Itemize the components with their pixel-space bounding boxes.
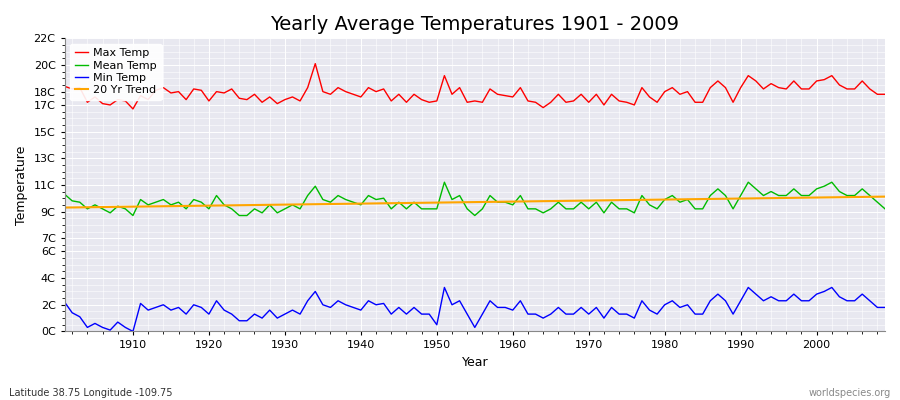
Min Temp	[128, 329, 139, 334]
Mean Temp	[340, 197, 351, 202]
Min Temp	[515, 298, 526, 303]
Max Temp	[879, 92, 890, 97]
Min Temp	[294, 312, 305, 316]
Mean Temp	[439, 180, 450, 185]
20 Yr Trend	[333, 202, 344, 206]
Max Temp	[347, 92, 358, 97]
Mean Temp	[614, 206, 625, 211]
Min Temp	[439, 285, 450, 290]
Min Temp	[523, 312, 534, 316]
20 Yr Trend	[500, 199, 510, 204]
Mean Temp	[120, 206, 130, 211]
20 Yr Trend	[598, 198, 609, 203]
Mean Temp	[128, 213, 139, 218]
Min Temp	[879, 305, 890, 310]
20 Yr Trend	[879, 194, 890, 199]
Mean Temp	[294, 206, 305, 211]
Max Temp	[120, 98, 130, 103]
Max Temp	[614, 98, 625, 103]
Title: Yearly Average Temperatures 1901 - 2009: Yearly Average Temperatures 1901 - 2009	[270, 15, 680, 34]
Mean Temp	[515, 193, 526, 198]
Mean Temp	[879, 206, 890, 211]
Max Temp	[523, 98, 534, 103]
Max Temp	[59, 84, 70, 89]
Line: Mean Temp: Mean Temp	[65, 182, 885, 216]
Line: Min Temp: Min Temp	[65, 288, 885, 332]
Min Temp	[120, 325, 130, 330]
Text: worldspecies.org: worldspecies.org	[809, 388, 891, 398]
20 Yr Trend	[508, 199, 518, 204]
Min Temp	[59, 300, 70, 304]
20 Yr Trend	[120, 204, 130, 209]
Line: Max Temp: Max Temp	[65, 64, 885, 109]
Text: Latitude 38.75 Longitude -109.75: Latitude 38.75 Longitude -109.75	[9, 388, 173, 398]
Y-axis label: Temperature: Temperature	[15, 145, 28, 224]
Mean Temp	[523, 206, 534, 211]
Line: 20 Yr Trend: 20 Yr Trend	[65, 197, 885, 208]
Min Temp	[614, 312, 625, 316]
Max Temp	[515, 85, 526, 90]
Max Temp	[294, 98, 305, 103]
X-axis label: Year: Year	[462, 356, 488, 369]
Legend: Max Temp, Mean Temp, Min Temp, 20 Yr Trend: Max Temp, Mean Temp, Min Temp, 20 Yr Tre…	[70, 44, 161, 100]
Max Temp	[310, 61, 320, 66]
20 Yr Trend	[59, 205, 70, 210]
Mean Temp	[59, 192, 70, 197]
Min Temp	[340, 302, 351, 307]
20 Yr Trend	[287, 202, 298, 207]
Max Temp	[128, 106, 139, 111]
